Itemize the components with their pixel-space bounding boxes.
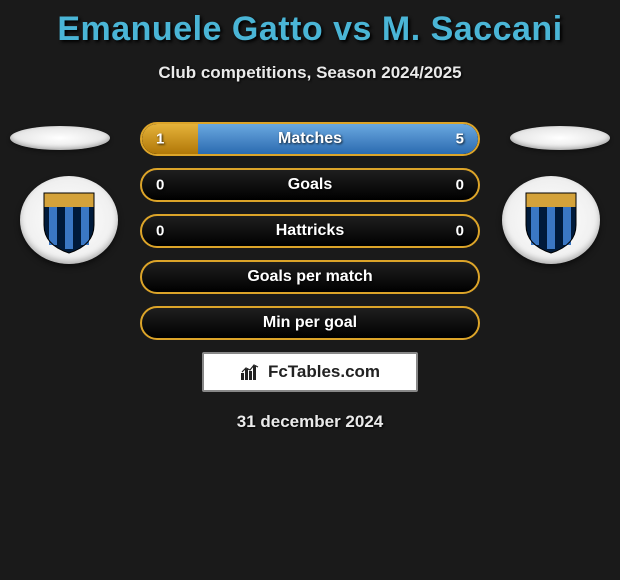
site-logo[interactable]: FcTables.com	[202, 352, 418, 392]
report-date: 31 december 2024	[140, 412, 480, 432]
logo-text: FcTables.com	[268, 362, 380, 382]
stat-bar-goals: 0 Goals 0	[140, 168, 480, 202]
bar-fill-left	[142, 124, 198, 154]
stat-value-left: 0	[156, 223, 164, 240]
stat-value-left: 1	[156, 131, 164, 148]
stat-label: Goals	[288, 176, 332, 194]
subtitle: Club competitions, Season 2024/2025	[0, 63, 620, 83]
stat-label: Matches	[278, 130, 342, 148]
shield-icon	[39, 185, 99, 255]
club-crest-left	[20, 176, 118, 264]
stat-bar-hattricks: 0 Hattricks 0	[140, 214, 480, 248]
bar-chart-icon	[240, 363, 262, 381]
stat-label: Min per goal	[263, 314, 357, 332]
stat-bar-goals-per-match: Goals per match	[140, 260, 480, 294]
player-left-avatar	[10, 126, 110, 150]
stat-value-right: 0	[456, 177, 464, 194]
stat-bar-min-per-goal: Min per goal	[140, 306, 480, 340]
stat-value-right: 5	[456, 131, 464, 148]
stat-label: Hattricks	[276, 222, 344, 240]
stat-label: Goals per match	[247, 268, 372, 286]
player-right-avatar	[510, 126, 610, 150]
shield-icon	[521, 185, 581, 255]
comparison-bars: 1 Matches 5 0 Goals 0 0 Hattricks 0 Goal…	[140, 122, 480, 432]
stat-bar-matches: 1 Matches 5	[140, 122, 480, 156]
stat-value-right: 0	[456, 223, 464, 240]
page-title: Emanuele Gatto vs M. Saccani	[0, 0, 620, 49]
stat-value-left: 0	[156, 177, 164, 194]
club-crest-right	[502, 176, 600, 264]
